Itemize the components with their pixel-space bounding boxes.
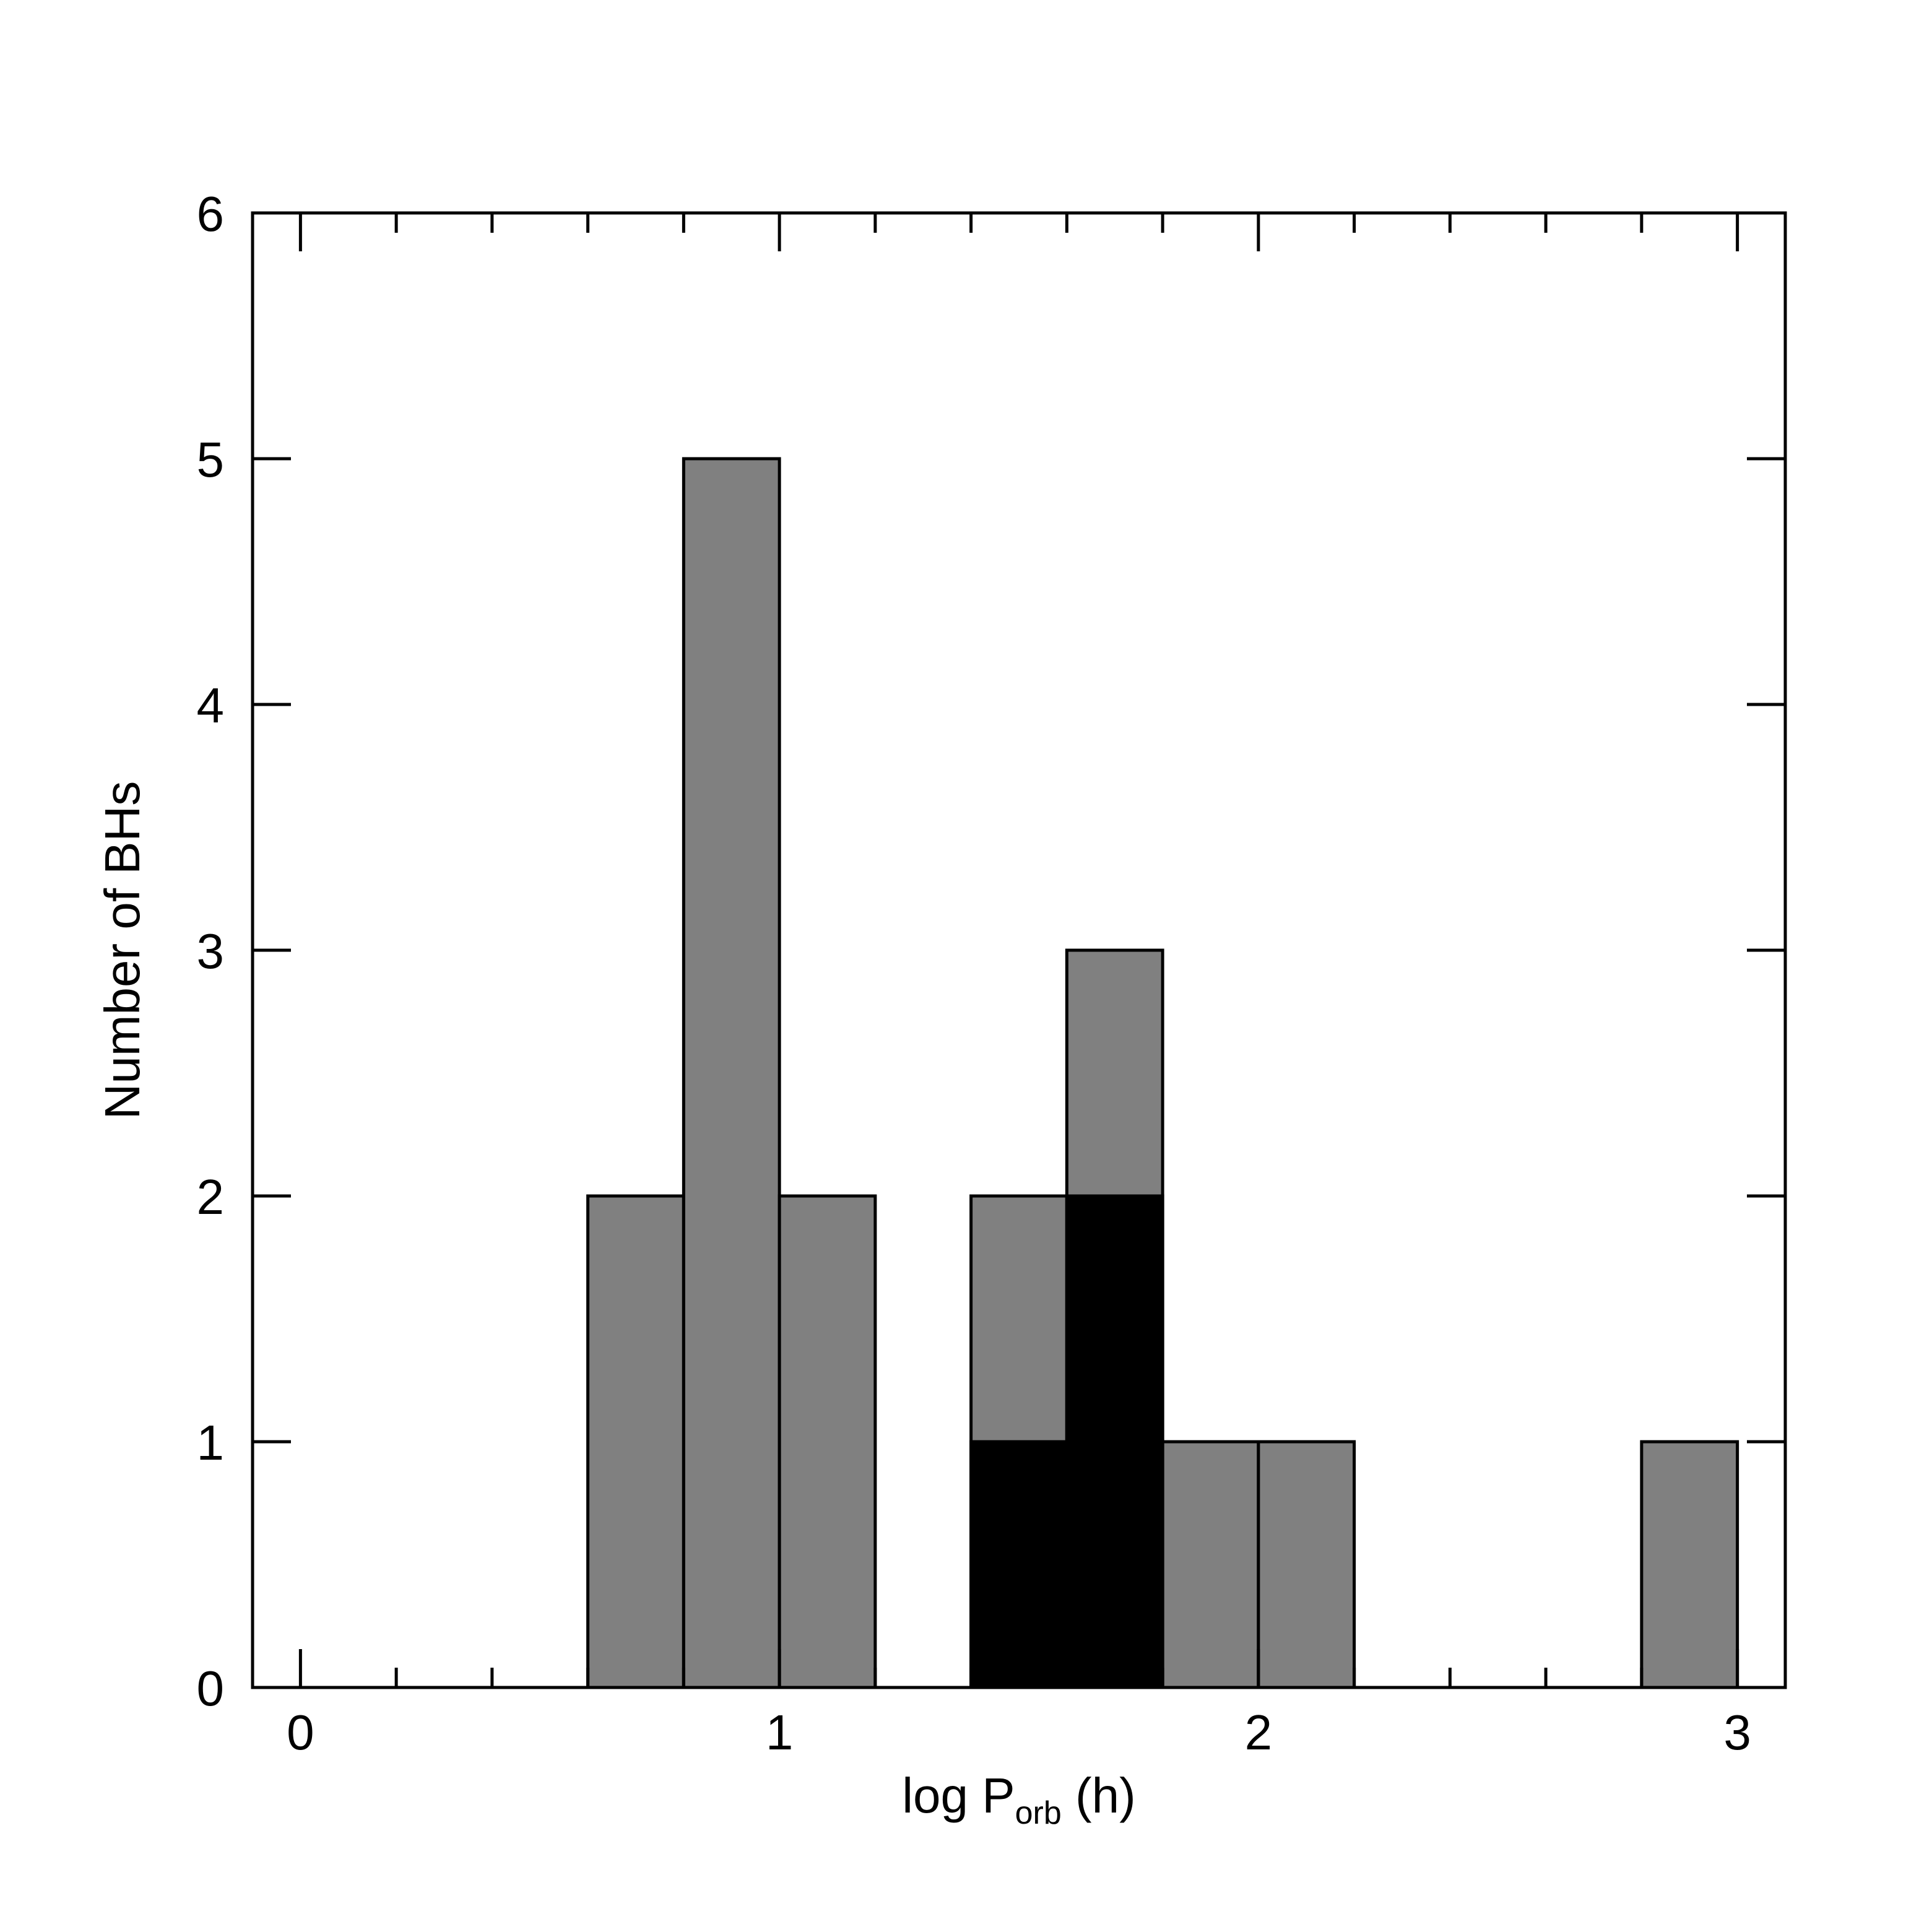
y-tick-label: 6 <box>197 186 225 241</box>
axis-ticks <box>253 211 1785 1689</box>
bar-series1-bin-3 <box>778 1194 877 1689</box>
x-axis-label-main: log P <box>902 1768 1015 1823</box>
bar-series2-bin-6 <box>1065 1194 1164 1689</box>
x-axis-label: log Porb (h) <box>902 1768 1136 1831</box>
bar-series2-bin-5 <box>969 1440 1068 1689</box>
axis-tick-labels: 0 1 2 3 0 1 2 3 4 5 6 <box>197 186 1751 1760</box>
y-tick-label: 5 <box>197 432 225 487</box>
y-tick-label: 2 <box>197 1169 225 1224</box>
y-tick-label: 1 <box>197 1415 225 1470</box>
x-axis-label-subscript: orb <box>1015 1795 1062 1831</box>
bar-series1-bin-7 <box>1161 1440 1260 1689</box>
x-axis-label-suffix: (h) <box>1062 1768 1136 1823</box>
x-tick-label: 2 <box>1245 1705 1273 1760</box>
y-tick-label: 3 <box>197 924 225 979</box>
bar-series1-bin-8 <box>1257 1440 1356 1689</box>
bar-series1-bin-2 <box>682 457 781 1689</box>
histogram-bars <box>586 457 1739 1689</box>
x-tick-label: 0 <box>287 1705 314 1760</box>
y-tick-label: 0 <box>197 1661 225 1716</box>
x-tick-label: 3 <box>1723 1705 1751 1760</box>
x-tick-label: 1 <box>766 1705 794 1760</box>
bar-series1-bin-1 <box>586 1194 685 1689</box>
y-tick-label: 4 <box>197 678 225 733</box>
y-axis-label: Number of BHs <box>95 781 150 1120</box>
bar-series1-bin-12 <box>1640 1440 1739 1689</box>
